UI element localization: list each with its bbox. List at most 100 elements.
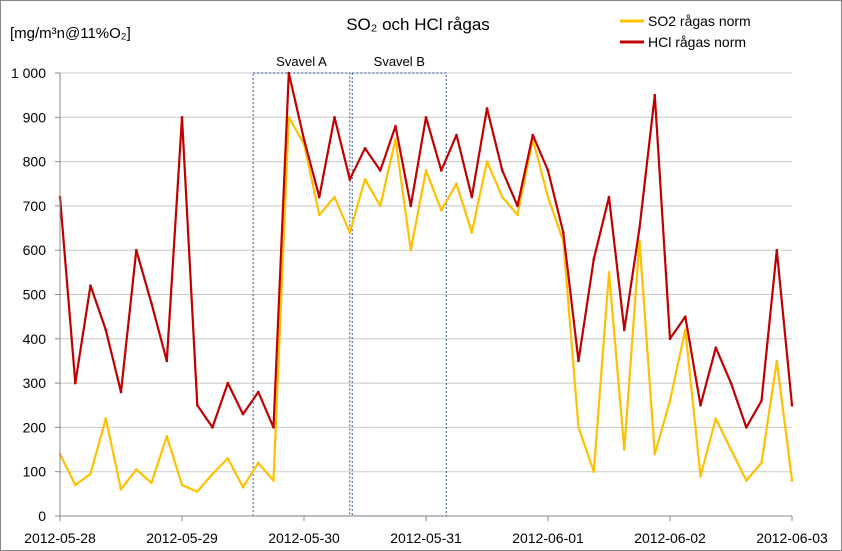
y-tick-label: 500: [23, 287, 47, 303]
data-point: [485, 160, 489, 163]
y-tick-label: 800: [23, 154, 47, 170]
data-point: [714, 346, 718, 349]
chart-title: SO₂ och HCl rågas: [346, 15, 490, 34]
data-point: [150, 302, 153, 305]
data-point: [714, 417, 718, 420]
data-point: [165, 359, 169, 363]
y-tick-label: 400: [23, 331, 47, 347]
region-label: Svavel B: [374, 54, 425, 69]
data-point: [668, 399, 672, 403]
data-point: [653, 93, 657, 97]
data-point: [211, 472, 214, 476]
data-point: [485, 107, 489, 110]
data-point: [226, 457, 230, 460]
y-tick-label: 0: [38, 508, 46, 524]
region-label: Svavel A: [276, 54, 327, 69]
legend-label: SO2 rågas norm: [648, 13, 751, 29]
data-point: [531, 133, 535, 137]
data-point: [165, 434, 169, 438]
data-point: [760, 461, 763, 465]
data-point: [333, 195, 336, 199]
data-point: [73, 381, 77, 385]
data-point: [516, 204, 519, 208]
data-point: [333, 116, 336, 119]
data-point: [470, 231, 474, 234]
data-point: [134, 468, 138, 471]
y-tick-label: 1 000: [11, 65, 46, 81]
data-point: [302, 138, 306, 141]
data-point: [775, 248, 779, 252]
x-tick-label: 2012-06-02: [634, 530, 706, 546]
data-point: [241, 485, 245, 489]
data-point: [638, 240, 641, 243]
data-point: [592, 257, 596, 261]
data-point: [256, 461, 260, 465]
data-point: [378, 169, 382, 172]
x-tick-label: 2012-05-28: [24, 530, 96, 546]
data-point: [287, 116, 291, 119]
data-point: [211, 426, 214, 429]
data-point: [775, 359, 779, 363]
data-point: [195, 403, 199, 407]
axes: 0 100 200 300 400 500 600 700 800 900 1 000 2012-05…: [11, 65, 828, 546]
data-point: [592, 470, 596, 474]
data-point: [424, 169, 428, 172]
y-axis-label: [mg/m³n@11%O₂]: [10, 25, 131, 42]
data-point: [363, 147, 367, 150]
data-point: [470, 195, 474, 199]
x-tick-label: 2012-06-03: [756, 530, 828, 546]
data-point: [226, 381, 230, 385]
data-point: [577, 426, 580, 429]
data-point: [638, 226, 641, 230]
data-point: [622, 328, 626, 332]
data-point: [180, 483, 184, 487]
data-point: [699, 403, 702, 407]
data-point: [455, 182, 458, 186]
x-tick-label: 2012-05-30: [268, 530, 340, 546]
data-point: [790, 403, 794, 407]
data-point: [760, 399, 763, 403]
data-point: [622, 448, 626, 451]
data-point: [500, 195, 504, 199]
data-point: [439, 169, 443, 172]
data-point: [104, 417, 108, 420]
data-point: [607, 195, 611, 199]
data-point: [272, 479, 275, 482]
data-point: [790, 479, 794, 482]
data-point: [378, 204, 382, 208]
data-point: [394, 124, 397, 128]
data-point: [546, 195, 550, 199]
data-point: [424, 116, 428, 119]
y-tick-label: 100: [23, 464, 47, 480]
data-point: [516, 213, 519, 217]
data-point: [653, 452, 657, 456]
data-point: [683, 315, 687, 318]
data-point: [317, 213, 321, 217]
data-point: [561, 231, 565, 234]
x-tick-label: 2012-05-31: [390, 530, 462, 546]
data-point: [729, 381, 733, 385]
legend: SO2 rågas norm HCl rågas norm: [620, 13, 751, 50]
data-point: [89, 284, 92, 287]
data-point: [546, 169, 550, 172]
data-point: [119, 488, 123, 491]
data-point: [104, 328, 108, 332]
data-point: [272, 426, 275, 429]
data-point: [394, 138, 397, 141]
y-tick-label: 700: [23, 198, 47, 214]
data-point: [348, 178, 352, 181]
y-tick-label: 200: [23, 419, 47, 435]
data-point: [241, 412, 245, 416]
y-tick-label: 600: [23, 242, 47, 258]
data-point: [439, 209, 443, 212]
region-box: [252, 72, 351, 517]
data-point: [409, 204, 413, 208]
data-point: [150, 481, 153, 485]
data-point: [455, 133, 458, 137]
data-point: [256, 390, 260, 394]
data-point: [500, 169, 504, 172]
data-point: [89, 472, 92, 476]
data-point: [195, 490, 199, 493]
